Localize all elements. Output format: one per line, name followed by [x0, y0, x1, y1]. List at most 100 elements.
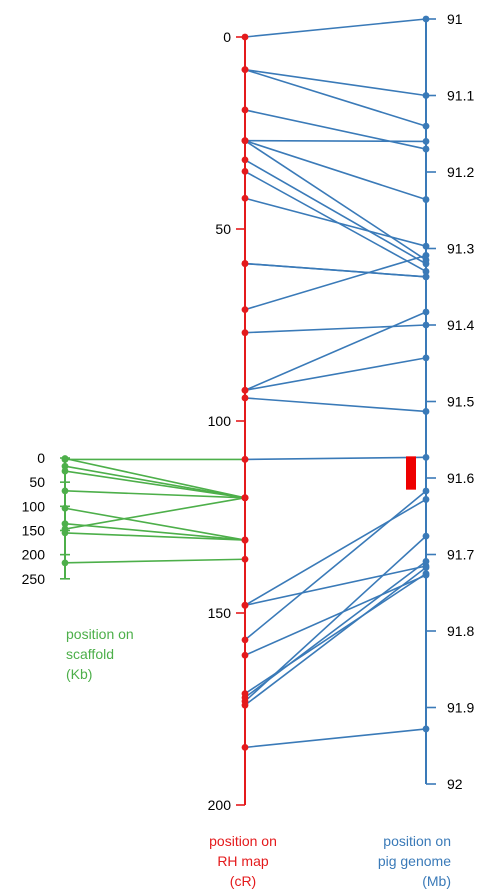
- rh-genome-link: [244, 197, 427, 247]
- rh-marker-dot: [241, 394, 249, 402]
- scaffold-marker-dot: [61, 456, 69, 463]
- rh-tick-label: 150: [208, 605, 232, 621]
- genome-marker-dot: [422, 268, 430, 275]
- scaffold-rh-link: [64, 497, 246, 530]
- rh-genome-link: [244, 262, 427, 278]
- rh-caption-line: position on: [209, 833, 277, 849]
- scaffold-marker-dot: [61, 520, 69, 528]
- rh-marker-dot: [241, 636, 249, 644]
- scaffold-marker-dot: [61, 462, 69, 470]
- scaffold-tick-label: 0: [37, 450, 45, 466]
- rh-marker-dot: [241, 156, 249, 164]
- rh-tick-label: 50: [215, 221, 231, 237]
- rh-genome-link: [244, 311, 427, 392]
- scaffold-caption-line: (Kb): [66, 666, 93, 682]
- genome-tick-label: 91: [447, 11, 463, 27]
- highlight-region-bar: [406, 456, 416, 490]
- scaffold-axis-caption: position on scaffold (Kb): [66, 624, 206, 684]
- scaffold-rh-link: [64, 522, 246, 541]
- scaffold-tick-label: 100: [22, 498, 46, 514]
- genome-marker-dot: [422, 408, 430, 415]
- rh-marker-dot: [241, 494, 249, 502]
- rh-marker-dot: [241, 194, 249, 202]
- scaffold-tick-label: 50: [29, 474, 45, 490]
- rh-marker-dot: [241, 456, 249, 463]
- rh-genome-link: [244, 565, 427, 607]
- genome-tick-label: 91.9: [447, 700, 474, 716]
- genome-marker-dot: [422, 557, 430, 565]
- scaffold-marker-dot: [61, 487, 69, 495]
- rh-marker-dot: [241, 651, 249, 659]
- genome-marker-dot: [422, 196, 430, 203]
- rh-genome-link: [244, 18, 427, 38]
- scaffold-caption-line: position on: [66, 626, 134, 642]
- rh-caption-line: RH map: [217, 853, 269, 869]
- genome-tick-label: 91.3: [447, 241, 474, 257]
- genome-marker-dot: [422, 496, 430, 503]
- rh-marker-dot: [241, 744, 249, 751]
- rh-caption-line: (cR): [229, 873, 257, 889]
- rh-genome-link: [244, 357, 427, 392]
- genome-marker-dot: [422, 138, 430, 145]
- genome-axis: 91 91.1 91.2 91.3 91.4 91.5 91.6 91.7 91.8 91.9 92: [425, 11, 474, 792]
- rh-genome-link: [244, 109, 427, 150]
- genome-caption-line: position on: [383, 833, 451, 849]
- rh-tick-label: 0: [223, 29, 231, 45]
- rh-genome-link: [244, 574, 427, 656]
- scaffold-axis: 0 50 100 150 200 250: [22, 450, 70, 587]
- genome-tick-label: 91.4: [447, 317, 474, 333]
- genome-marker-dot: [422, 260, 430, 268]
- genome-marker-dot: [422, 251, 430, 259]
- rh-genome-link: [244, 397, 427, 413]
- rh-marker-dot: [241, 137, 249, 145]
- rh-genome-link: [244, 566, 427, 706]
- genome-marker-dot: [422, 532, 430, 540]
- rh-genome-link: [244, 254, 427, 311]
- rh-marker-dot: [241, 168, 249, 175]
- scaffold-marker-dot: [61, 504, 69, 512]
- scaffold-marker-dot: [61, 467, 69, 475]
- scaffold-tick-label: 200: [22, 547, 46, 563]
- genome-marker-dot: [422, 273, 430, 281]
- rh-marker-dot: [241, 106, 249, 114]
- genome-marker-dot: [422, 92, 430, 99]
- rh-map-axis: 0 50 100 150 200: [208, 29, 246, 813]
- genome-marker-dot: [422, 453, 430, 461]
- scaffold-marker-dot: [61, 559, 69, 567]
- scaffold-rh-connectors: [64, 457, 246, 564]
- genome-marker-dot: [422, 570, 430, 578]
- rh-marker-dot: [241, 329, 249, 337]
- rh-genome-link: [244, 159, 427, 265]
- scaffold-rh-link: [64, 457, 246, 499]
- rh-marker-dot: [241, 306, 249, 314]
- genome-axis-caption: position on pig genome (Mb): [331, 831, 451, 891]
- genome-tick-label: 91.1: [447, 88, 474, 104]
- genome-tick-label: 92: [447, 776, 463, 792]
- scaffold-rh-link: [64, 470, 246, 499]
- rh-genome-link: [244, 498, 427, 607]
- rh-genome-link: [244, 324, 427, 334]
- rh-genome-link: [244, 140, 427, 261]
- rh-tick-label: 200: [208, 797, 232, 813]
- genome-tick-label: 91.6: [447, 470, 474, 486]
- genome-marker-dot: [422, 145, 430, 153]
- scaffold-tick-label: 150: [22, 522, 46, 538]
- rh-marker-dot: [241, 701, 249, 709]
- rh-genome-link: [244, 490, 427, 641]
- scaffold-rh-link: [64, 558, 246, 564]
- genome-tick-label: 91.2: [447, 164, 474, 180]
- rh-marker-dot: [241, 555, 249, 563]
- scaffold-rh-link: [64, 490, 246, 499]
- rh-marker-dot: [241, 66, 249, 74]
- rh-marker-dot: [241, 536, 249, 544]
- genome-marker-dot: [422, 321, 430, 329]
- genome-tick-label: 91.7: [447, 547, 474, 563]
- rh-marker-dot: [241, 601, 249, 609]
- rh-marker-dot: [241, 33, 249, 41]
- genome-marker-dot: [422, 122, 430, 130]
- rh-genome-link: [244, 139, 427, 201]
- genome-marker-dot: [422, 487, 430, 495]
- genome-marker-dot: [422, 15, 430, 23]
